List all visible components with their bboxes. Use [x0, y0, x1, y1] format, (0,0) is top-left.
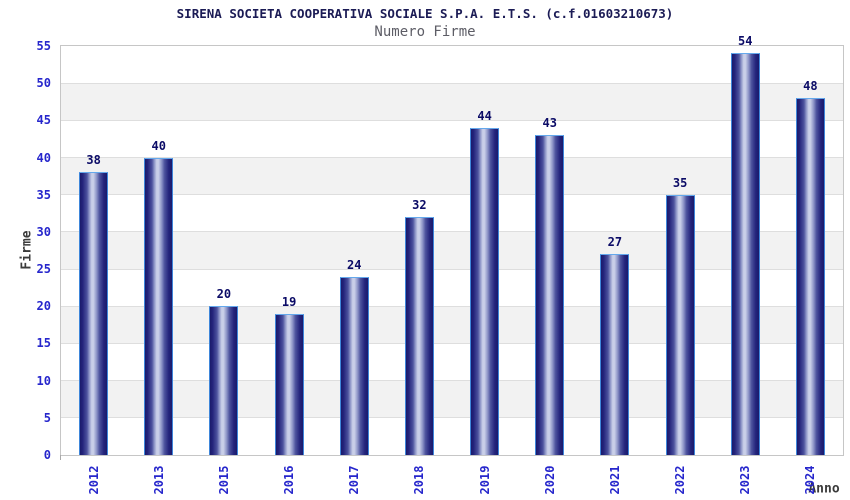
bar-2017 [339, 276, 369, 455]
x-tick-label-2023: 2023 [738, 465, 753, 495]
x-tick-label-2021: 2021 [607, 465, 622, 495]
gridline [61, 231, 843, 233]
plot-band [61, 83, 843, 121]
bar-value-label-2013: 40 [151, 138, 166, 153]
y-tick-label: 15 [36, 336, 51, 351]
y-tick-label: 5 [43, 410, 51, 425]
gridline [61, 417, 843, 419]
bar-value-label-2012: 38 [86, 153, 101, 168]
bar-2013 [144, 157, 174, 455]
bar-value-label-2019: 44 [477, 108, 492, 123]
x-tick-label-2019: 2019 [477, 465, 492, 495]
x-tick-label-2020: 2020 [542, 465, 557, 495]
gridline [61, 268, 843, 270]
x-tick-label-2024: 2024 [803, 465, 818, 495]
bar-value-label-2021: 27 [607, 235, 623, 250]
x-tick-label-2016: 2016 [282, 465, 297, 495]
bar-value-label-2022: 35 [672, 175, 688, 190]
y-tick-label: 0 [43, 448, 51, 462]
bar-2018 [404, 217, 434, 455]
gridline [61, 157, 843, 159]
chart-subtitle: Numero Firme [374, 24, 476, 40]
plot-band [61, 157, 843, 195]
y-tick-label: 25 [36, 262, 51, 277]
bar-2019 [470, 127, 500, 455]
bar-2020 [535, 135, 565, 455]
gridline [61, 380, 843, 382]
x-tick-label-2015: 2015 [216, 465, 231, 495]
gridline [61, 194, 843, 196]
bar-2021 [600, 254, 630, 455]
y-tick-label: 30 [36, 224, 51, 239]
plot-band [61, 194, 843, 232]
x-axis-title: Anno [808, 481, 840, 497]
plot-band [61, 120, 843, 158]
y-tick-label: 50 [36, 76, 51, 91]
gridline [61, 342, 843, 344]
gridline [61, 119, 843, 121]
plot-band [61, 343, 843, 381]
gridline [61, 82, 843, 84]
y-tick-label: 55 [36, 39, 51, 53]
x-tick-label-2013: 2013 [151, 465, 166, 495]
bar-2024 [795, 98, 825, 455]
bar-2012 [79, 172, 109, 455]
bar-2023 [730, 53, 760, 455]
bar-value-label-2017: 24 [347, 257, 362, 272]
plot-band [61, 380, 843, 418]
bar-value-label-2018: 32 [412, 198, 427, 213]
gridline [61, 305, 843, 307]
y-tick-label: 20 [36, 299, 51, 314]
chart-title: SIRENA SOCIETA COOPERATIVA SOCIALE S.P.A… [176, 6, 674, 21]
plot-band [61, 306, 843, 344]
y-tick-label: 45 [36, 113, 51, 128]
bar-2015 [209, 306, 239, 455]
y-tick-label: 35 [36, 187, 51, 202]
y-tick-label: 10 [36, 373, 51, 388]
bar-value-label-2016: 19 [281, 294, 297, 309]
y-tick-label: 40 [36, 150, 51, 165]
bar-value-label-2024: 48 [803, 79, 818, 94]
bar-value-label-2023: 54 [738, 34, 753, 49]
bar-value-label-2020: 43 [542, 116, 557, 131]
plot-area [60, 45, 844, 456]
bar-value-label-2015: 20 [216, 287, 232, 302]
bar-2016 [274, 313, 304, 455]
plot-band [61, 269, 843, 307]
origin-tick [60, 455, 61, 460]
x-tick-label-2012: 2012 [86, 465, 101, 495]
x-tick-label-2017: 2017 [347, 465, 362, 495]
plot-band [61, 231, 843, 270]
x-tick-label-2022: 2022 [673, 465, 688, 495]
x-tick-label-2018: 2018 [412, 465, 427, 495]
plot-band [61, 46, 843, 84]
plot-band [61, 417, 843, 455]
bar-2022 [665, 194, 695, 455]
